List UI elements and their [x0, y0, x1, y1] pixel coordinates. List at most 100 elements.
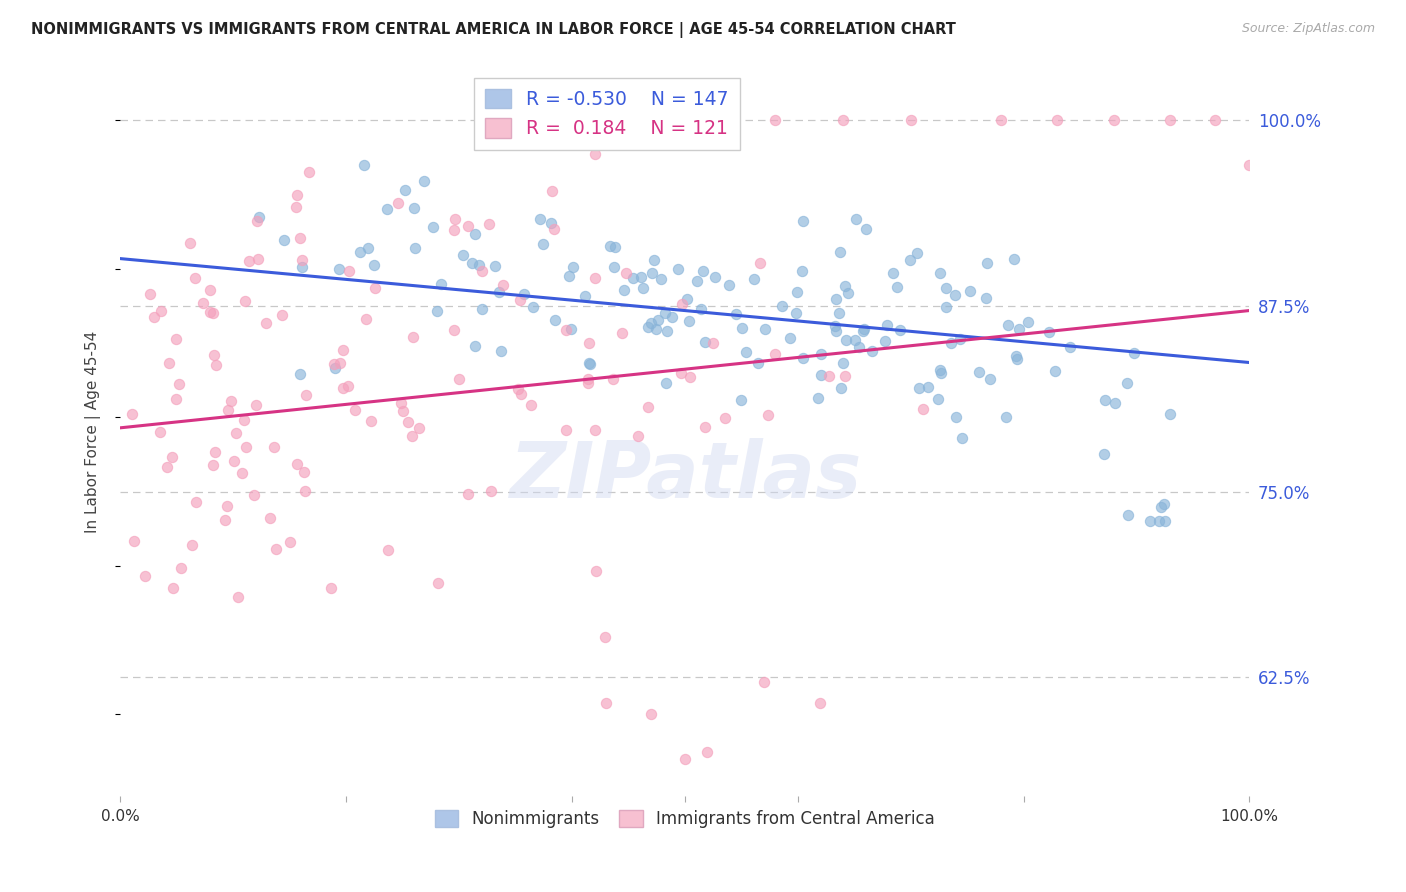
- Point: [828, 306, 851, 320]
- Point: [613, 283, 636, 297]
- Point: [377, 542, 399, 557]
- Point: [1059, 341, 1081, 355]
- Point: [402, 330, 425, 344]
- Point: [834, 279, 856, 293]
- Point: [834, 368, 856, 383]
- Point: [162, 581, 184, 595]
- Point: [1002, 252, 1025, 266]
- Point: [337, 378, 360, 392]
- Point: [478, 218, 501, 232]
- Point: [169, 377, 191, 392]
- Point: [298, 164, 321, 178]
- Point: [830, 244, 852, 259]
- Point: [170, 561, 193, 575]
- Point: [1239, 158, 1261, 172]
- Point: [375, 202, 398, 216]
- Point: [451, 248, 474, 262]
- Point: [294, 483, 316, 498]
- Point: [422, 219, 444, 234]
- Point: [290, 230, 312, 244]
- Point: [831, 113, 853, 128]
- Point: [150, 304, 173, 318]
- Point: [678, 313, 700, 327]
- Point: [184, 271, 207, 285]
- Point: [464, 339, 486, 353]
- Point: [928, 363, 950, 377]
- Point: [742, 271, 765, 285]
- Point: [808, 696, 831, 710]
- Point: [1092, 447, 1115, 461]
- Point: [749, 256, 772, 270]
- Point: [443, 212, 465, 227]
- Point: [285, 457, 308, 471]
- Point: [512, 287, 534, 301]
- Point: [226, 590, 249, 604]
- Point: [470, 301, 492, 316]
- Point: [155, 459, 177, 474]
- Point: [529, 212, 551, 227]
- Point: [1043, 364, 1066, 378]
- Point: [201, 458, 224, 472]
- Point: [543, 222, 565, 236]
- Point: [1046, 113, 1069, 128]
- Point: [770, 299, 793, 313]
- Point: [292, 465, 315, 479]
- Point: [288, 368, 311, 382]
- Point: [544, 313, 567, 327]
- Point: [898, 253, 921, 268]
- Point: [295, 388, 318, 402]
- Point: [242, 488, 264, 502]
- Point: [408, 421, 430, 435]
- Point: [426, 303, 449, 318]
- Point: [1017, 314, 1039, 328]
- Point: [637, 401, 659, 415]
- Point: [810, 368, 832, 383]
- Point: [583, 147, 606, 161]
- Point: [225, 426, 247, 441]
- Point: [204, 358, 226, 372]
- Point: [447, 372, 470, 386]
- Point: [945, 287, 967, 301]
- Point: [640, 267, 662, 281]
- Point: [976, 256, 998, 270]
- Point: [837, 285, 859, 300]
- Point: [693, 419, 716, 434]
- Point: [364, 281, 387, 295]
- Point: [273, 233, 295, 247]
- Point: [627, 429, 650, 443]
- Point: [633, 281, 655, 295]
- Point: [1153, 515, 1175, 529]
- Point: [614, 266, 637, 280]
- Point: [235, 440, 257, 454]
- Point: [396, 415, 419, 429]
- Point: [558, 269, 581, 284]
- Point: [353, 158, 375, 172]
- Point: [578, 355, 600, 369]
- Point: [332, 343, 354, 358]
- Point: [413, 174, 436, 188]
- Point: [756, 408, 779, 422]
- Point: [825, 292, 848, 306]
- Point: [595, 630, 617, 644]
- Point: [792, 214, 814, 228]
- Point: [509, 293, 531, 307]
- Point: [1147, 515, 1170, 529]
- Point: [401, 428, 423, 442]
- Point: [319, 581, 342, 595]
- Point: [640, 316, 662, 330]
- Point: [654, 376, 676, 390]
- Point: [180, 538, 202, 552]
- Point: [763, 113, 786, 128]
- Point: [343, 402, 366, 417]
- Point: [917, 380, 939, 394]
- Point: [404, 241, 426, 255]
- Point: [122, 533, 145, 548]
- Point: [354, 311, 377, 326]
- Point: [215, 499, 238, 513]
- Point: [945, 410, 967, 425]
- Point: [492, 278, 515, 293]
- Point: [671, 297, 693, 311]
- Point: [284, 200, 307, 214]
- Point: [1008, 321, 1031, 335]
- Point: [555, 423, 578, 437]
